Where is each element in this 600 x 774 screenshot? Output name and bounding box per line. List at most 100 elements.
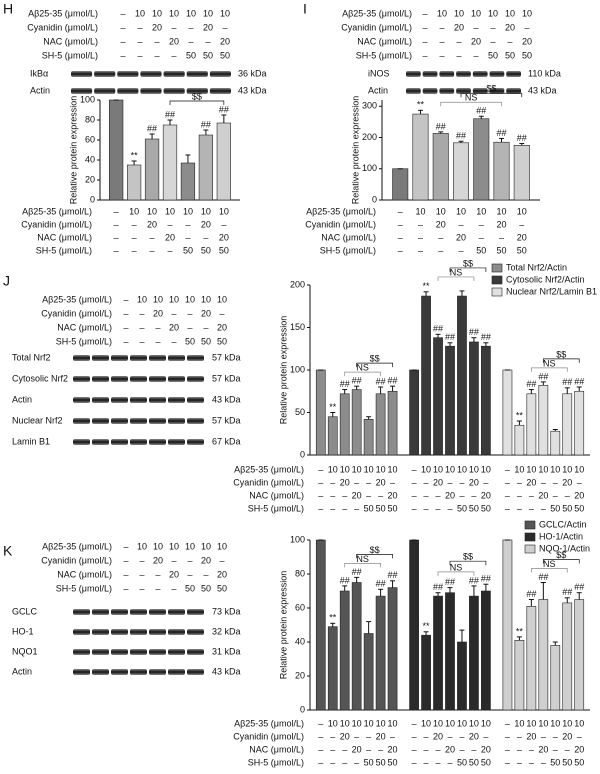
blot-band <box>71 88 93 94</box>
treatment-value: – <box>507 36 512 46</box>
treatment-value: – <box>171 336 176 346</box>
blot-size: 31 kDa <box>212 646 241 656</box>
treatment-label: Aβ25-35 (μmol/L) <box>22 206 92 216</box>
significance: ## <box>147 123 157 133</box>
bracket-label: NS <box>543 559 556 569</box>
treatment-value: 10 <box>445 718 455 728</box>
blot-band <box>456 71 471 77</box>
significance: ** <box>423 621 431 631</box>
treatment-value: 20 <box>153 555 163 565</box>
treatment-value: – <box>120 50 125 60</box>
treatment-value: – <box>447 757 452 767</box>
treatment-value: 20 <box>376 731 386 741</box>
treatment-value: 20 <box>352 744 362 754</box>
treatment-value: – <box>171 583 176 593</box>
treatment-value: – <box>553 744 558 754</box>
treatment-value: – <box>398 232 403 242</box>
treatment-value: 50 <box>217 583 227 593</box>
blot-band <box>168 439 185 445</box>
bar <box>457 641 467 711</box>
significance: ## <box>388 570 398 580</box>
y-tick-label: 80 <box>295 568 305 578</box>
legend-label: Cytosolic Nrf2/Actin <box>506 274 585 284</box>
bracket <box>449 267 487 272</box>
treatment-value: – <box>505 464 510 474</box>
treatment-value: – <box>188 36 193 46</box>
treatment-value: – <box>422 50 427 60</box>
significance: ## <box>538 371 548 381</box>
treatment-value: – <box>456 50 461 60</box>
treatment-value: 10 <box>454 8 464 18</box>
treatment-value: 10 <box>550 718 560 728</box>
treatment-value: 10 <box>169 541 179 551</box>
treatment-value: – <box>114 219 119 229</box>
blot-band <box>168 418 185 424</box>
treatment-value: 10 <box>201 206 211 216</box>
blot-name: Nuclear Nrf2 <box>12 415 63 425</box>
blot-band <box>117 71 139 77</box>
treatment-value: 10 <box>364 464 374 474</box>
treatment-value: – <box>120 8 125 18</box>
treatment-value: – <box>205 36 210 46</box>
treatment-value: 50 <box>457 503 467 513</box>
y-axis-label: Relative protein expression <box>278 316 288 425</box>
treatment-value: 50 <box>497 245 507 255</box>
treatment-value: 50 <box>364 503 374 513</box>
treatment-value: – <box>577 731 582 741</box>
bar <box>526 605 537 711</box>
blot-band <box>73 609 90 615</box>
treatment-value: – <box>505 718 510 728</box>
treatment-value: 10 <box>456 206 466 216</box>
blot-band <box>73 439 90 445</box>
treatment-value: – <box>155 336 160 346</box>
bracket-label: $$ <box>556 550 566 560</box>
treatment-value: 10 <box>129 206 139 216</box>
treatment-value: – <box>330 744 335 754</box>
treatment-value: 10 <box>340 718 350 728</box>
treatment-value: 50 <box>220 50 230 60</box>
treatment-value: 10 <box>471 8 481 18</box>
treatment-value: – <box>439 50 444 60</box>
bracket <box>344 371 381 377</box>
treatment-value: – <box>412 477 417 487</box>
treatment-value: – <box>155 569 160 579</box>
treatment-value: – <box>203 322 208 332</box>
treatment-value: – <box>517 731 522 741</box>
blot-name: iNOS <box>368 68 390 78</box>
treatment-value: – <box>114 232 119 242</box>
treatment-value: 50 <box>481 757 491 767</box>
treatment-value: 10 <box>153 294 163 304</box>
significance: ## <box>562 377 572 387</box>
legend-label: HO-1/Actin <box>539 531 583 541</box>
treatment-value: 20 <box>220 36 230 46</box>
treatment-value: 20 <box>517 232 527 242</box>
blot-band <box>149 376 166 382</box>
blot-band <box>130 418 147 424</box>
treatment-value: – <box>541 731 546 741</box>
bracket-label: $$ <box>192 91 202 101</box>
bar <box>315 539 326 711</box>
significance: ## <box>538 572 548 582</box>
blot-band <box>406 71 421 77</box>
blot-band <box>168 355 185 361</box>
treatment-value: 10 <box>514 464 524 474</box>
blot-size: 110 kDa <box>528 68 561 78</box>
treatment-value: 10 <box>185 294 195 304</box>
y-tick-label: 0 <box>372 194 377 204</box>
treatment-value: – <box>541 503 546 513</box>
treatment-value: – <box>553 490 558 500</box>
blot-band <box>92 418 109 424</box>
significance: ## <box>517 133 527 143</box>
significance: ## <box>497 128 507 138</box>
treatment-value: 50 <box>469 757 479 767</box>
blot-band <box>130 669 147 675</box>
blot-band <box>439 88 455 94</box>
treatment-value: 10 <box>388 718 398 728</box>
treatment-value: – <box>114 245 119 255</box>
legend-swatch <box>524 520 536 530</box>
significance: ## <box>376 376 386 386</box>
treatment-value: – <box>471 744 476 754</box>
treatment-value: 20 <box>433 731 443 741</box>
treatment-value: 10 <box>550 464 560 474</box>
